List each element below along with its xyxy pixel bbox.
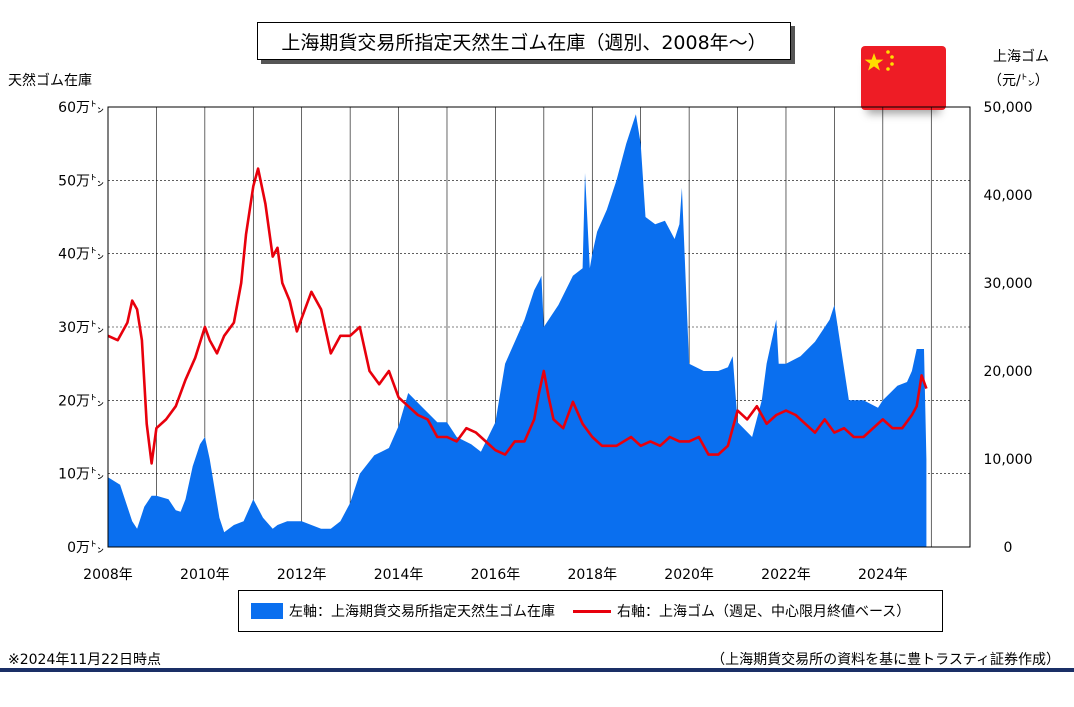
left-tick-label: 20万㌧ [58, 393, 104, 409]
right-tick-label: 30,000 [984, 276, 1033, 292]
right-tick-label: 0 [1004, 540, 1013, 556]
source-note: （上海期貨交易所の資料を基に豊トラスティ証券作成） [711, 652, 1060, 668]
legend-swatch-inventory [251, 603, 283, 619]
plot-frame [107, 106, 971, 548]
left-axis-title: 天然ゴム在庫 [8, 73, 92, 89]
inventory-area [108, 114, 927, 548]
right-tick-label: 10,000 [984, 452, 1033, 468]
right-axis-unit: （元/㌧） [988, 73, 1049, 89]
x-tick-label: 2012年 [277, 567, 327, 583]
x-tick-label: 2016年 [471, 567, 521, 583]
flag-small-star [890, 55, 894, 59]
legend-label-price: 右軸：上海ゴム（週足、中心限月終値ベース） [617, 604, 911, 620]
right-tick-label: 20,000 [984, 364, 1033, 380]
right-axis-title: 上海ゴム [993, 49, 1049, 65]
left-tick-label: 50万㌧ [58, 173, 104, 189]
x-tick-label: 2024年 [858, 567, 908, 583]
footnote-date: ※2024年11月22日時点 [8, 652, 161, 668]
left-tick-label: 40万㌧ [58, 247, 104, 263]
price-line [107, 167, 928, 465]
x-tick-label: 2014年 [374, 567, 424, 583]
flag-big-star [864, 53, 884, 71]
left-tick-label: 60万㌧ [58, 100, 104, 116]
x-tick-label: 2018年 [567, 567, 617, 583]
flag-small-star [886, 50, 890, 54]
left-tick-label: 10万㌧ [58, 467, 104, 483]
chart-plot: 0万㌧ 10万㌧ 20万㌧ 30万㌧ 40万㌧ 50万㌧ 60万㌧ 0 10,000 20,00… [58, 100, 1033, 583]
x-tick-label: 2008年 [83, 567, 133, 583]
legend-label-inventory: 左軸：上海期貨交易所指定天然生ゴム在庫 [289, 604, 555, 620]
x-tick-label: 2022年 [761, 567, 811, 583]
left-tick-label: 0万㌧ [67, 540, 104, 556]
left-tick-label: 30万㌧ [58, 320, 104, 336]
flag-small-star [890, 62, 894, 66]
legend-swatch-price [573, 609, 611, 613]
bottom-rule [0, 668, 1074, 672]
right-tick-label: 40,000 [984, 188, 1033, 204]
flag-small-star [886, 67, 890, 71]
chart-title: 上海期貨交易所指定天然生ゴム在庫（週別、2008年～） [257, 22, 791, 60]
china-flag-icon [861, 46, 946, 110]
right-tick-label: 50,000 [984, 100, 1033, 116]
x-tick-label: 2020年 [664, 567, 714, 583]
x-tick-label: 2010年 [180, 567, 230, 583]
legend: 左軸：上海期貨交易所指定天然生ゴム在庫 右軸：上海ゴム（週足、中心限月終値ベース… [238, 590, 943, 632]
